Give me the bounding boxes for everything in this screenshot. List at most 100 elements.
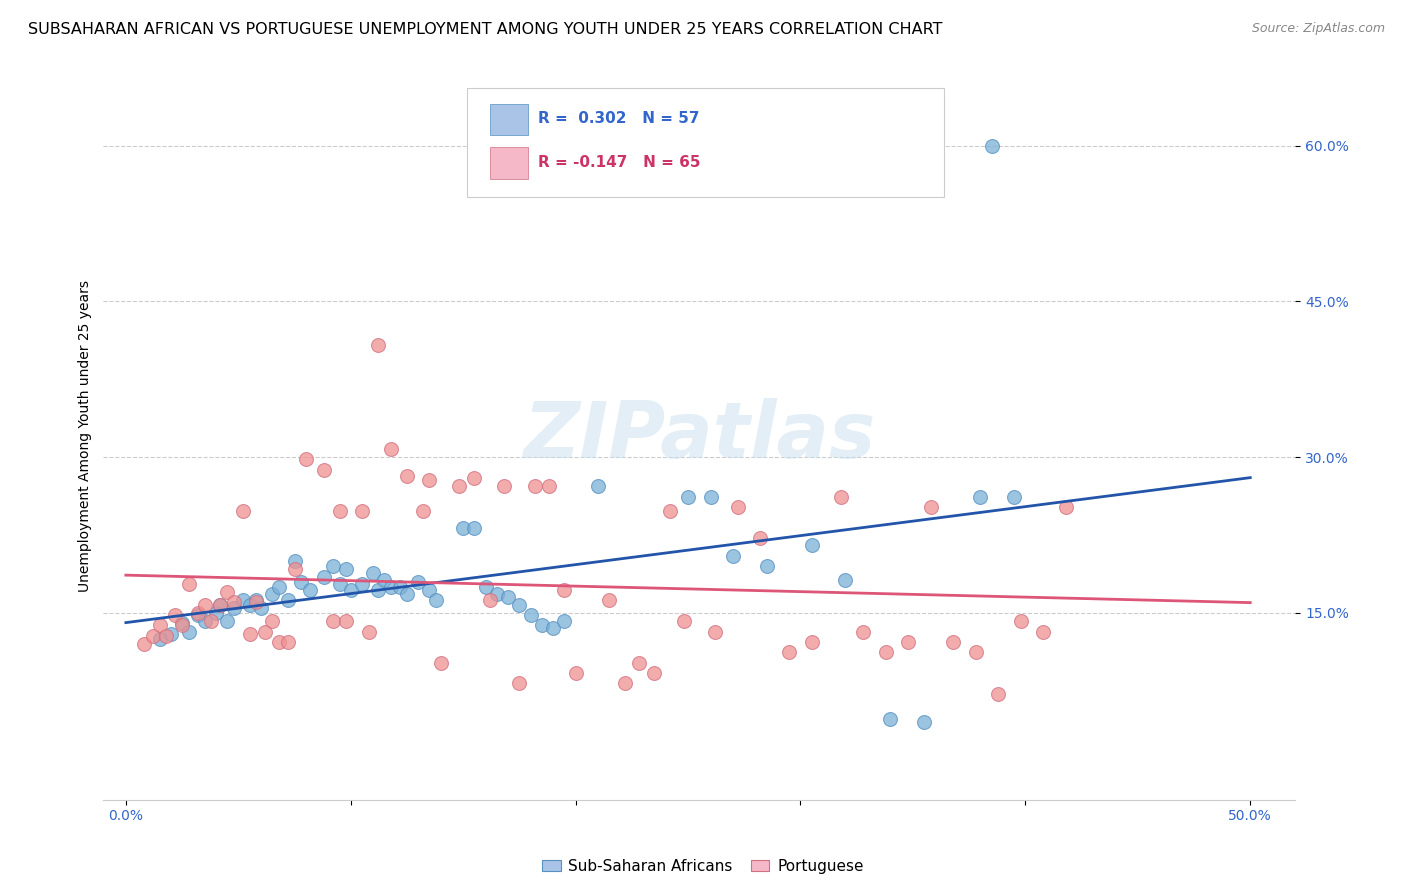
Point <box>290 574 312 589</box>
Point <box>142 629 165 643</box>
Point <box>530 618 553 632</box>
Text: Source: ZipAtlas.com: Source: ZipAtlas.com <box>1251 22 1385 36</box>
Point <box>149 632 172 646</box>
Point <box>519 607 541 622</box>
Point <box>312 462 335 476</box>
Point <box>132 637 155 651</box>
Point <box>463 471 485 485</box>
FancyBboxPatch shape <box>467 87 943 196</box>
Point <box>406 574 429 589</box>
Point <box>553 582 575 597</box>
Point <box>800 538 823 552</box>
Point <box>267 635 290 649</box>
Point <box>380 442 402 456</box>
Point <box>474 580 496 594</box>
Point <box>524 479 547 493</box>
Point <box>897 635 920 649</box>
Point <box>260 614 283 628</box>
Point <box>389 580 412 594</box>
Point <box>312 569 335 583</box>
Point <box>209 598 232 612</box>
Point <box>614 676 637 690</box>
Point <box>429 656 451 670</box>
Point <box>249 600 271 615</box>
Point <box>778 645 800 659</box>
Point <box>879 712 901 726</box>
Text: ZIPatlas: ZIPatlas <box>523 399 876 475</box>
Point <box>834 573 856 587</box>
Point <box>1054 500 1077 514</box>
Point <box>1010 614 1032 628</box>
Point <box>299 582 322 597</box>
Point <box>447 479 470 493</box>
Point <box>463 521 485 535</box>
Point <box>335 614 357 628</box>
Point <box>149 618 172 632</box>
Point <box>451 521 474 535</box>
Point <box>704 624 727 639</box>
Point <box>586 479 609 493</box>
Point <box>177 576 200 591</box>
Point <box>830 490 852 504</box>
Point <box>373 573 395 587</box>
Text: SUBSAHARAN AFRICAN VS PORTUGUESE UNEMPLOYMENT AMONG YOUTH UNDER 25 YEARS CORRELA: SUBSAHARAN AFRICAN VS PORTUGUESE UNEMPLO… <box>28 22 942 37</box>
Point <box>209 598 232 612</box>
Point <box>965 645 987 659</box>
Point <box>920 500 942 514</box>
Point <box>727 500 749 514</box>
Point <box>260 587 283 601</box>
Point <box>800 635 823 649</box>
Point <box>418 473 440 487</box>
Point <box>672 614 695 628</box>
Point <box>339 582 361 597</box>
Legend: Sub-Saharan Africans, Portuguese: Sub-Saharan Africans, Portuguese <box>536 853 870 880</box>
Point <box>1032 624 1054 639</box>
FancyBboxPatch shape <box>489 103 527 136</box>
Point <box>418 582 440 597</box>
Point <box>496 591 519 605</box>
Text: R =  0.302   N = 57: R = 0.302 N = 57 <box>538 112 700 127</box>
Point <box>755 559 778 574</box>
Point <box>676 490 699 504</box>
Point <box>357 624 380 639</box>
Point <box>277 635 299 649</box>
Point <box>367 582 389 597</box>
Point <box>479 593 502 607</box>
Point <box>699 490 721 504</box>
Point <box>335 562 357 576</box>
Point <box>187 607 209 622</box>
Point <box>222 595 245 609</box>
Point <box>155 629 177 643</box>
Point <box>541 622 564 636</box>
Point <box>367 338 389 352</box>
Point <box>200 614 222 628</box>
Point <box>721 549 744 563</box>
Point <box>283 554 305 568</box>
Point <box>987 687 1010 701</box>
Point <box>875 645 897 659</box>
Point <box>627 656 650 670</box>
Point <box>537 479 560 493</box>
Point <box>215 585 238 599</box>
Point <box>659 504 682 518</box>
Point <box>172 616 194 631</box>
Point <box>564 666 586 681</box>
Point <box>380 580 402 594</box>
Point <box>194 598 217 612</box>
Point <box>277 593 299 607</box>
Point <box>328 576 350 591</box>
FancyBboxPatch shape <box>489 147 527 179</box>
Point <box>322 614 344 628</box>
Point <box>254 624 277 639</box>
Point <box>160 626 183 640</box>
Point <box>322 559 344 574</box>
Point <box>553 614 575 628</box>
Point <box>222 600 245 615</box>
Point <box>980 138 1002 153</box>
Point <box>485 587 508 601</box>
Point <box>425 593 447 607</box>
Point <box>412 504 434 518</box>
Point <box>245 593 267 607</box>
Point <box>194 614 217 628</box>
Point <box>165 607 187 622</box>
